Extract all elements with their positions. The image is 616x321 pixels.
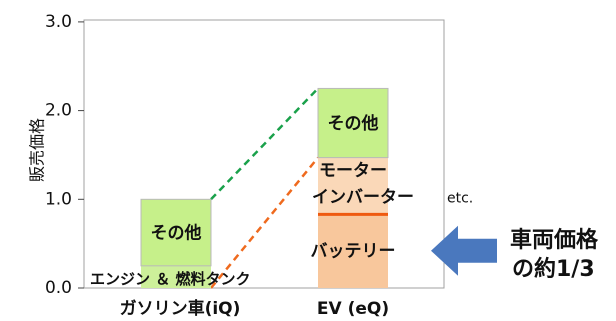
bars [140, 87, 389, 288]
ev-motor-label-line2: インバーター [312, 188, 414, 208]
bar-segment-outline [317, 87, 389, 159]
gasoline-engine-label: エンジン ＆ 燃料タンク [90, 270, 250, 288]
y-tick-label: 3.0 [45, 12, 72, 32]
x-category-gasoline: ガソリン車(iQ) [120, 298, 241, 319]
y-tick-label: 2.0 [45, 101, 72, 121]
arrow-note-line1: 車両価格 [510, 227, 599, 253]
bar-segment [318, 157, 388, 215]
bar-segment [318, 214, 388, 288]
ev-other-label: その他 [328, 113, 379, 134]
bar-segment [318, 88, 388, 158]
ev-motor-label-line1: モーター [319, 161, 387, 181]
x-category-ev: EV (eQ) [317, 299, 389, 319]
connector-dash-line [210, 156, 319, 289]
ev-battery-label: バッテリー [311, 242, 396, 262]
etc-label: etc. [447, 191, 473, 207]
bar-segment [141, 199, 211, 266]
connector-dash-line [210, 87, 319, 201]
connector-lines [210, 87, 319, 289]
bar-segment [141, 265, 211, 288]
y-tick-label: 0.0 [45, 278, 72, 298]
y-tick-label: 1.0 [45, 189, 72, 209]
gasoline-other-label: その他 [151, 223, 202, 244]
bar-segment-outline [140, 198, 212, 267]
arrow-note-line2: の約1/3 [512, 256, 595, 282]
y-ticks: 0.0 1.0 2.0 3.0 [45, 12, 84, 298]
pointing-arrow-icon [431, 225, 497, 276]
y-axis-title: 販売価格 [28, 118, 47, 182]
